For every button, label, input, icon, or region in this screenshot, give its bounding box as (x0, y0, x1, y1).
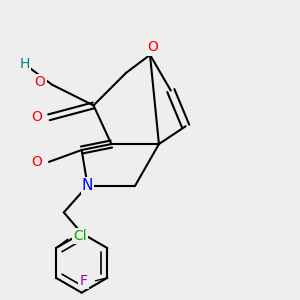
Text: H: H (20, 57, 30, 71)
Text: O: O (32, 155, 43, 169)
Text: O: O (148, 40, 158, 55)
Text: Cl: Cl (73, 229, 86, 243)
Text: O: O (34, 75, 46, 88)
Text: O: O (32, 110, 43, 124)
Text: N: N (82, 178, 93, 193)
Text: F: F (80, 274, 88, 288)
